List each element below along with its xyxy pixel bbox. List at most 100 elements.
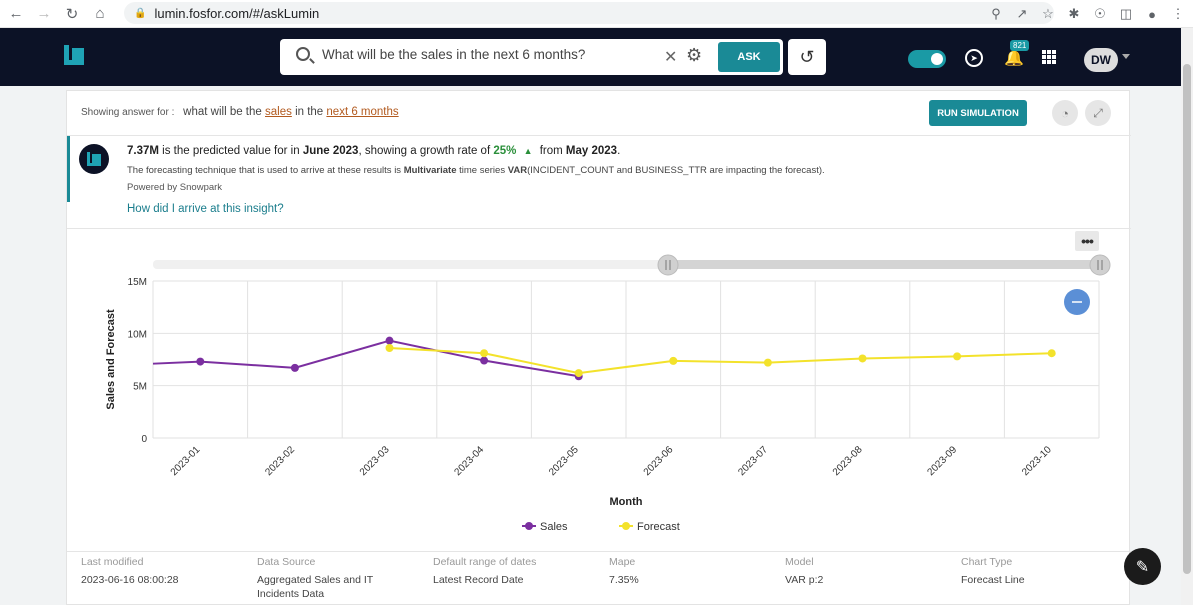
predicted-month: June 2023 (302, 145, 359, 157)
query-period-link[interactable]: next 6 months (326, 106, 399, 118)
history-button[interactable]: ↺ (788, 39, 826, 75)
showing-label: Showing answer for : (81, 107, 175, 118)
y-tick-label: 5M (133, 382, 147, 393)
y-tick-label: 0 (141, 434, 147, 445)
from-month: May 2023 (565, 145, 618, 157)
menu-icon[interactable]: ⋮ (1171, 6, 1185, 21)
address-bar[interactable]: 🔒 lumin.fosfor.com/#/askLumin (124, 2, 1054, 24)
data-point-sales[interactable] (290, 363, 299, 372)
reload-icon[interactable]: ↻ (65, 5, 79, 23)
arrow-up-icon: ▲ (523, 146, 533, 156)
query-text: what will be the sales in the next 6 mon… (183, 106, 398, 118)
insight-text: . (617, 145, 621, 157)
divider (67, 228, 1131, 229)
expand-icon[interactable]: ⤢ (1085, 100, 1111, 126)
y-tick-label: 15M (128, 277, 147, 288)
meta-value: VAR p:2 (785, 574, 824, 586)
how-insight-link[interactable]: How did I arrive at this insight? (127, 203, 284, 215)
query-sales-link[interactable]: sales (265, 106, 292, 118)
chevron-down-icon[interactable] (1122, 54, 1130, 59)
extensions-icon[interactable]: ✱ (1068, 6, 1080, 21)
run-simulation-button[interactable]: RUN SIMULATION (929, 100, 1027, 126)
lock-icon: 🔒 (134, 7, 147, 19)
lumin-avatar-icon (79, 144, 109, 174)
query-mid: in the (295, 106, 324, 118)
legend-marker-sales (525, 522, 533, 530)
x-axis-label: Month (610, 496, 643, 508)
meta-label: Last modified (81, 556, 144, 568)
back-icon[interactable]: ← (8, 5, 24, 22)
x-tick-label: 2023-04 (452, 444, 486, 478)
url-text: lumin.fosfor.com/#/askLumin (154, 5, 320, 21)
pie-chart-icon[interactable]: ◔ (1052, 100, 1078, 126)
pencil-icon: ✎ (1135, 558, 1150, 576)
legend-marker-forecast (622, 522, 630, 530)
zoom-icon[interactable]: ⚲ (991, 6, 1001, 21)
scrollbar-thumb[interactable] (1183, 64, 1191, 574)
powered-by: Powered by Snowpark (127, 182, 223, 193)
data-point-forecast[interactable] (1047, 349, 1056, 358)
data-point-sales[interactable] (196, 357, 205, 366)
range-slider-track-selected[interactable] (668, 260, 1100, 269)
insight-text: is the predicted value for in (162, 145, 300, 157)
apps-grid-icon[interactable] (1042, 50, 1056, 64)
x-tick-label: 2023-06 (642, 444, 676, 478)
technique-name: Multivariate (403, 165, 457, 176)
sidebar-icon[interactable]: ◫ (1119, 6, 1133, 21)
meta-value: Latest Record Date (433, 574, 524, 586)
mode-toggle[interactable] (908, 50, 946, 68)
profile-icon[interactable]: ● (1148, 6, 1156, 22)
meta-label: Mape (609, 556, 636, 568)
meta-data-source: Data Source Aggregated Sales and IT Inci… (257, 556, 407, 601)
meta-last-modified: Last modified 2023-06-16 08:00:28 (81, 556, 241, 587)
query-pre: what will be the (183, 106, 262, 118)
x-tick-label: 2023-09 (925, 444, 959, 478)
more-options-button[interactable]: ••• (1075, 231, 1099, 251)
data-point-forecast[interactable] (480, 349, 489, 358)
x-tick-label: 2023-01 (169, 444, 203, 478)
x-tick-label: 2023-05 (547, 444, 581, 478)
meta-label: Default range of dates (433, 556, 537, 568)
forward-icon[interactable]: → (36, 5, 52, 22)
search-input[interactable] (322, 47, 652, 62)
extension-icon[interactable]: ☉ (1094, 6, 1106, 21)
data-point-forecast[interactable] (953, 352, 962, 361)
home-icon[interactable]: ⌂ (95, 5, 105, 22)
range-slider-handle-left[interactable] (657, 254, 679, 276)
divider (67, 135, 1131, 136)
data-point-forecast[interactable] (669, 356, 678, 365)
data-point-forecast[interactable] (385, 343, 394, 352)
ask-button[interactable]: ASK (718, 42, 780, 72)
clear-icon[interactable]: ✕ (664, 49, 678, 66)
avatar[interactable]: DW (1084, 48, 1118, 72)
data-point-sales[interactable] (480, 356, 489, 365)
range-slider-handle-right[interactable] (1089, 254, 1111, 276)
x-tick-label: 2023-10 (1020, 444, 1054, 478)
data-point-sales[interactable] (385, 336, 394, 345)
y-axis-label: Sales and Forecast (105, 309, 117, 410)
insight-text: , showing a growth rate of (358, 145, 491, 157)
data-point-forecast[interactable] (574, 369, 583, 378)
bell-icon[interactable]: 🔔 (1004, 50, 1024, 67)
technique-post: (INCIDENT_COUNT and BUSINESS_TTR are imp… (527, 165, 825, 176)
lumin-logo[interactable] (64, 45, 84, 65)
notification-badge: 821 (1010, 40, 1030, 51)
scrollbar[interactable] (1181, 28, 1193, 605)
legend-label-forecast[interactable]: Forecast (637, 521, 680, 533)
meta-label: Model (785, 556, 814, 568)
predicted-value: 7.37M (127, 145, 159, 157)
gear-icon[interactable]: ⚙ (686, 45, 703, 65)
bookmark-star-icon[interactable]: ☆ (1042, 6, 1054, 21)
x-tick-label: 2023-03 (358, 444, 392, 478)
edit-button[interactable]: ✎ (1124, 548, 1161, 585)
data-point-forecast[interactable] (763, 358, 772, 367)
meta-chart-type: Chart Type Forecast Line (961, 556, 1111, 587)
insight-text: from (539, 145, 563, 157)
compass-icon[interactable]: ➤ (965, 49, 983, 67)
share-icon[interactable]: ↗ (1016, 6, 1028, 21)
y-tick-label: 10M (128, 329, 147, 340)
insight-headline: 7.37M is the predicted value for in June… (127, 145, 620, 157)
legend-label-sales[interactable]: Sales (540, 521, 568, 533)
data-point-forecast[interactable] (858, 354, 867, 363)
meta-mape: Mape 7.35% (609, 556, 729, 587)
